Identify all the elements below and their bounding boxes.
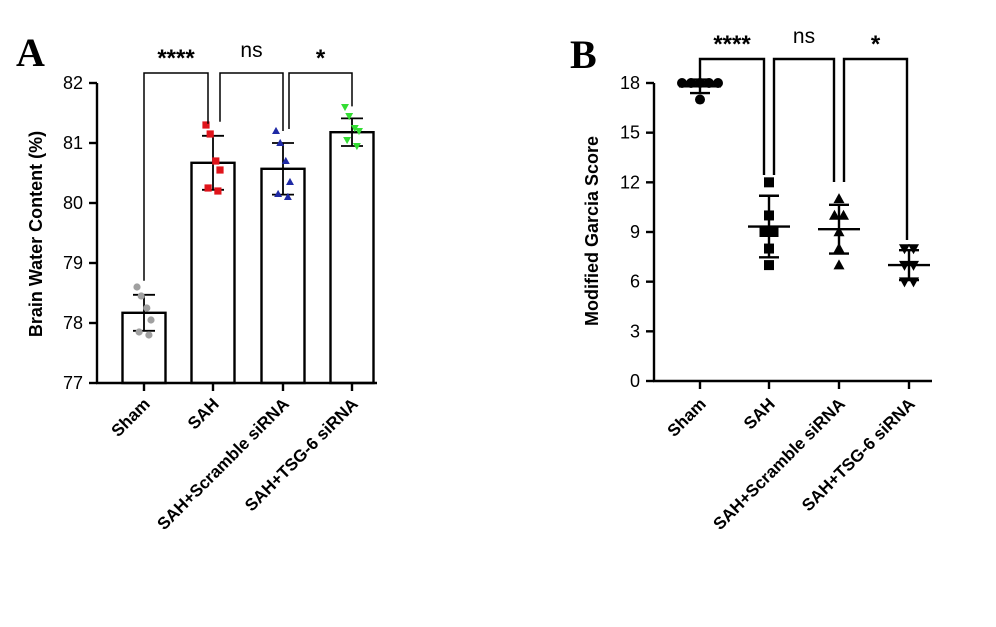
- panel-b-point-1-3: [768, 227, 779, 237]
- panel-b-significance-bracket-0: [698, 57, 766, 175]
- panel-a-point-2-5: [283, 192, 292, 201]
- panel-a: A Brain Water Content (%) 77 78 79 80 81 82 S…: [16, 30, 377, 534]
- panel-a-bar-3: [329, 130, 375, 385]
- panel-b-category-label-2: SAH+Scramble siRNA: [709, 394, 848, 533]
- panel-a-point-3-4: [343, 136, 352, 145]
- panel-a-significance-label-1: ns: [240, 39, 262, 62]
- panel-b-significance-bracket-1: [772, 57, 836, 182]
- panel-a-y-tick-label-0: 77: [63, 373, 83, 393]
- panel-a-point-3-3: [355, 127, 363, 136]
- panel-b-error-bar-1: [748, 194, 790, 259]
- panel-a-point-2-2: [281, 156, 290, 165]
- panel-a-point-2-4: [274, 189, 283, 198]
- panel-a-significance-label-0: ****: [157, 45, 195, 72]
- panel-b-point-2-5: [833, 259, 845, 270]
- panel-a-point-3-1: [345, 112, 354, 121]
- panel-b-significance-label-2: *: [871, 31, 881, 58]
- panel-a-y-tick-label-1: 78: [63, 313, 83, 333]
- panel-a-point-2-3: [286, 177, 294, 186]
- panel-b-y-tick-label-0: 0: [630, 371, 640, 391]
- panel-b-error-bar-3: [888, 249, 930, 282]
- panel-a-y-tick-label-4: 81: [63, 133, 83, 153]
- panel-b-y-tick-label-3: 9: [630, 222, 640, 242]
- panel-a-y-tick-label-3: 80: [63, 193, 83, 213]
- panel-a-bar-2: [260, 167, 306, 385]
- panel-b-point-1-2: [759, 227, 770, 237]
- panel-a-point-1-2: [212, 157, 220, 165]
- panel-b-point-1-5: [764, 260, 774, 271]
- panel-a-category-label-0: Sham: [108, 394, 154, 440]
- panel-a-error-bar-3: [341, 117, 363, 147]
- panel-b-y-tick-label-6: 18: [620, 73, 640, 93]
- panel-a-point-3-0: [341, 103, 349, 112]
- panel-a-point-0-5: [145, 331, 153, 339]
- panel-a-point-2-0: [272, 126, 280, 135]
- panel-a-point-0-2: [143, 304, 151, 312]
- panel-b-y-tick-label-5: 15: [620, 123, 640, 143]
- panel-b-error-bar-2: [818, 203, 860, 255]
- panel-a-y-axis-label: Brain Water Content (%): [26, 131, 46, 337]
- panel-a-bar-1: [190, 161, 236, 385]
- panel-a-point-3-5: [352, 142, 361, 151]
- panel-a-point-0-1: [137, 292, 145, 300]
- panel-a-point-0-0: [133, 283, 141, 291]
- panel-a-significance-bracket-1: [219, 72, 284, 131]
- panel-a-significance-label-2: *: [316, 45, 326, 72]
- panel-a-category-label-2: SAH+Scramble siRNA: [153, 394, 292, 533]
- panel-a-point-1-5: [214, 187, 222, 195]
- panel-a-y-tick-label-5: 82: [63, 73, 83, 93]
- panel-b-y-axis-label: Modified Garcia Score: [582, 136, 602, 326]
- panel-b-point-1-0: [764, 177, 774, 188]
- panel-a-point-1-4: [204, 184, 212, 192]
- panel-b-point-2-0: [833, 193, 845, 204]
- panel-b-y-tick-label-4: 12: [620, 172, 640, 192]
- panel-a-significance-bracket-2: [288, 72, 353, 129]
- panel-b-significance-label-1: ns: [793, 25, 815, 48]
- panel-b-letter: B: [570, 32, 597, 77]
- panel-a-point-1-1: [206, 130, 214, 138]
- panel-b-y-tick-label-1: 3: [630, 321, 640, 341]
- panel-a-letter: A: [16, 30, 45, 75]
- panel-a-point-0-3: [147, 316, 155, 324]
- panel-a-category-label-3: SAH+TSG-6 siRNA: [241, 394, 362, 515]
- panel-b-significance-bracket-2: [842, 57, 909, 240]
- panel-a-point-1-3: [216, 166, 224, 174]
- panel-a-point-1-0: [202, 121, 210, 129]
- panel-b-point-2-2: [838, 209, 849, 220]
- panel-b-category-label-0: Sham: [664, 394, 710, 440]
- panel-b-category-label-1: SAH: [740, 394, 779, 433]
- panel-a-point-2-1: [276, 138, 285, 147]
- panel-b-y-tick-label-2: 6: [630, 272, 640, 292]
- panel-a-category-label-1: SAH: [184, 394, 223, 433]
- panel-b-significance-label-0: ****: [713, 31, 751, 58]
- panel-a-point-3-2: [350, 124, 359, 133]
- panel-a-point-0-4: [135, 328, 143, 336]
- panel-a-y-tick-label-2: 79: [63, 253, 83, 273]
- panel-b-point-0-5: [695, 94, 705, 105]
- panel-b-point-2-1: [829, 209, 840, 220]
- panel-a-significance-bracket-0: [143, 72, 209, 281]
